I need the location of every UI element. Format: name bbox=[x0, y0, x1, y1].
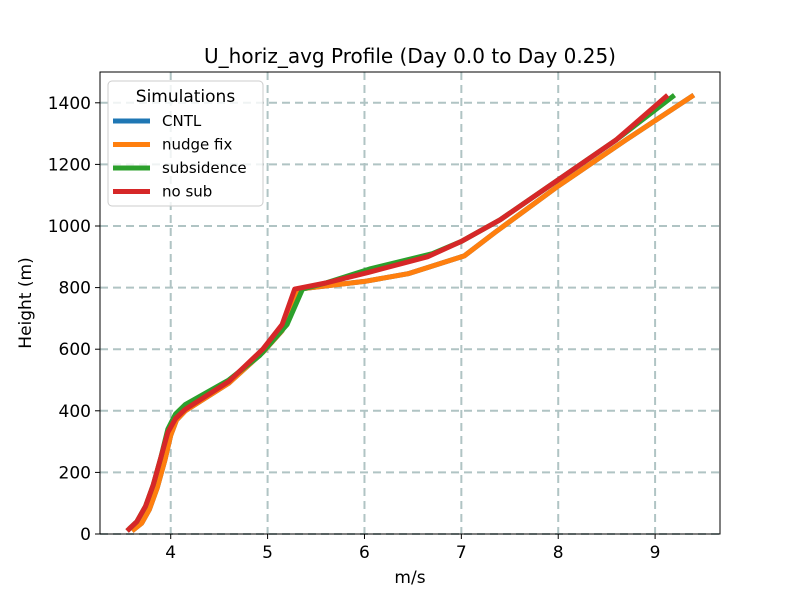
series-lines bbox=[125, 93, 696, 533]
plot-frame bbox=[99, 71, 721, 535]
y-tick-label: 1400 bbox=[48, 94, 91, 114]
legend-label: CNTL bbox=[162, 112, 202, 130]
y-tick-label: 200 bbox=[59, 463, 91, 483]
legend-box bbox=[107, 80, 264, 207]
grid bbox=[100, 72, 720, 535]
y-tick-label: 1200 bbox=[48, 155, 91, 175]
y-axis-label: Height (m) bbox=[16, 257, 36, 348]
legend-items: CNTL nudge fix subsidence no sub bbox=[113, 112, 247, 201]
x-tick-label: 7 bbox=[456, 543, 467, 563]
x-tick-label: 4 bbox=[165, 543, 176, 563]
y-tick-label: 800 bbox=[59, 279, 91, 299]
x-tick-label: 9 bbox=[650, 543, 661, 563]
x-tick-label: 5 bbox=[262, 543, 273, 563]
x-axis-label: m/s bbox=[394, 568, 425, 588]
y-tick-label: 1000 bbox=[48, 217, 91, 237]
legend: Simulations CNTL nudge fix subsidence no su… bbox=[107, 80, 264, 207]
x-tick-label: 8 bbox=[553, 543, 564, 563]
legend-label: no sub bbox=[162, 183, 212, 201]
y-tick-label: 0 bbox=[80, 525, 91, 545]
x-axis-ticks: 4 5 6 7 8 9 bbox=[165, 534, 661, 563]
series-line-no-sub bbox=[125, 93, 670, 533]
y-tick-label: 400 bbox=[59, 402, 91, 422]
x-tick-label: 6 bbox=[359, 543, 370, 563]
legend-label: subsidence bbox=[162, 159, 247, 177]
y-axis-ticks: 0 200 400 600 800 1000 1200 1400 bbox=[48, 94, 100, 545]
chart-title: U_horiz_avg Profile (Day 0.0 to Day 0.25… bbox=[204, 44, 616, 68]
legend-title: Simulations bbox=[136, 87, 236, 107]
legend-label: nudge fix bbox=[162, 136, 233, 154]
y-tick-label: 600 bbox=[59, 340, 91, 360]
